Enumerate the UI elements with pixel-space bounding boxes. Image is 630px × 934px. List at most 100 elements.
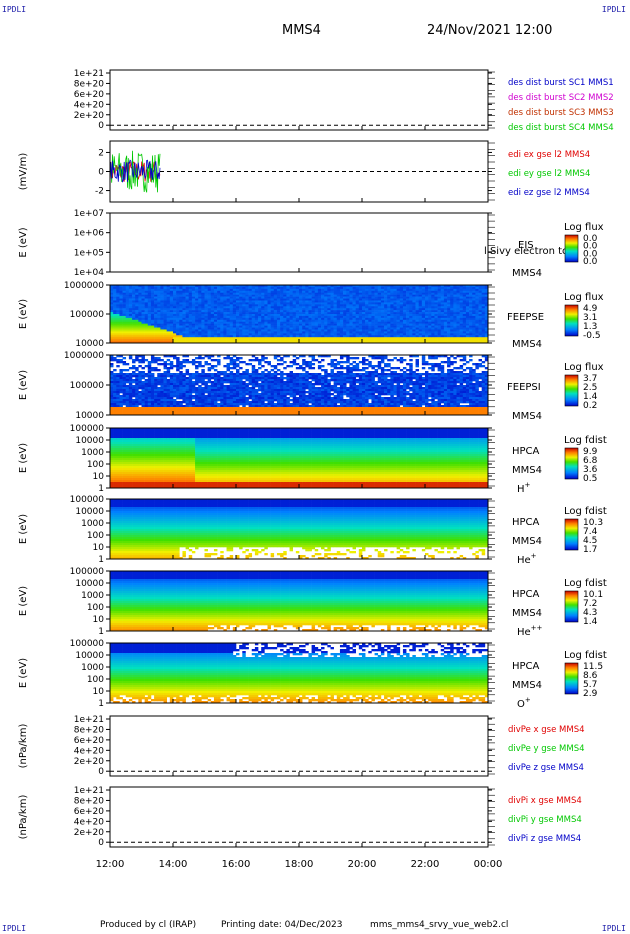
spectrogram-cell [465,310,470,313]
spectrogram-cell [182,375,186,378]
spectrogram-cell [179,403,183,406]
spectrogram-cell [110,312,114,315]
spectrogram-cell [292,315,297,319]
spectrogram-cell [421,327,426,330]
spectrogram-cell [443,312,448,315]
spectrogram-cell [484,308,489,311]
spectrogram-cell [163,389,167,392]
spectrogram-cell [207,306,212,309]
spectrogram-cell [138,310,142,313]
spectrogram-cell [213,369,218,372]
spectrogram-cell [195,285,199,288]
colorbar [564,234,579,263]
spectrogram-cell [110,385,114,388]
spectrogram-cell [176,333,180,336]
spectrogram-cell [154,387,158,390]
spectrogram-cell [387,339,391,342]
spectrogram-cell [292,339,297,342]
spectrogram-cell [346,321,350,324]
spectrogram-cell [204,294,208,297]
spectrogram-cell [254,292,259,295]
spectrogram-cell [358,331,363,334]
spectrogram-cell [314,292,319,295]
spectrogram-cell [374,327,379,330]
spectrogram-cell [173,314,177,317]
spectrogram-cell [406,286,410,290]
spectrogram-cell [459,292,464,295]
spectrogram-cell [292,306,297,309]
spectrogram-cell [456,300,460,303]
spectrogram-cell [157,304,161,307]
spectrogram-cell [396,296,401,299]
spectrogram-cell [119,319,123,323]
spectrogram-cell [147,308,152,311]
spectrogram-cell [276,327,281,330]
spectrogram-cell [365,329,369,332]
spectrogram-cell [484,306,489,309]
spectrogram-cell [434,331,438,334]
spectrogram-cell [355,317,360,321]
spectrogram-cell [393,325,397,328]
spectrogram-cell [336,323,341,326]
spectrogram-cell [254,323,259,326]
spectrogram-cell [264,315,268,319]
spectrogram-cell [261,399,265,402]
spectrogram-cell [418,306,423,309]
spectrogram-cell [160,393,164,396]
spectrogram-cell [119,308,123,311]
spectrogram-cell [349,288,353,292]
spectrogram-cell [185,314,190,317]
spectrogram-cell [437,335,442,338]
spectrogram-cell [425,323,429,326]
spectrogram-cell [339,292,344,295]
spectrogram-cell [484,314,489,317]
spectrogram-cell [173,312,177,315]
spectrogram-cell [226,409,230,412]
spectrogram-cell [141,387,145,390]
spectrogram-cell [267,335,271,338]
spectrogram-cell [317,296,322,299]
spectrogram-cell [201,377,205,380]
spectrogram-cell [128,397,133,400]
spectrogram-cell [273,292,278,295]
spectrogram-cell [229,294,234,297]
spectrogram-cell [232,325,237,328]
spectrogram-cell [289,302,293,305]
spectrogram-cell [210,395,215,398]
spectrogram-cell [242,331,246,334]
spectrogram-cell [185,331,190,334]
spectrogram-cell [481,298,486,301]
spectrogram-cell [122,381,127,384]
spectrogram-cell [402,304,407,307]
spectrogram-cell [163,292,167,295]
spectrogram-cell [226,294,230,297]
spectrogram-cell [132,387,136,390]
spectrogram-cell [229,385,234,388]
datetime-title: 24/Nov/2021 12:00 [427,23,552,38]
spectrogram-cell [157,411,161,414]
spectrogram-cell [352,333,356,336]
spectrogram-cell [264,403,268,406]
spectrogram-cell [116,329,120,332]
spectrogram-cell [314,298,319,301]
spectrogram-cell [412,341,416,344]
spectrogram-cell [125,389,130,392]
spectrogram-cell [207,373,212,376]
spectrogram-cell [157,363,161,366]
spectrogram-cell [210,308,215,311]
spectrogram-cell [185,403,190,406]
spectrogram-cell [122,397,127,400]
spectrogram-cell [368,296,372,299]
spectrogram-cell [179,411,183,414]
spectrogram-cell [251,395,256,398]
spectrogram-cell [428,317,432,321]
spectrogram-cell [160,308,164,311]
spectrogram-cell [327,323,331,326]
spectrogram-cell [443,325,448,328]
spectrogram-cell [201,292,205,295]
spectrogram-cell [223,379,227,382]
spectrogram-cell [125,393,130,396]
spectrogram-cell [169,383,174,386]
spectrogram-cell [415,308,419,311]
spectrogram-cell [311,314,316,317]
